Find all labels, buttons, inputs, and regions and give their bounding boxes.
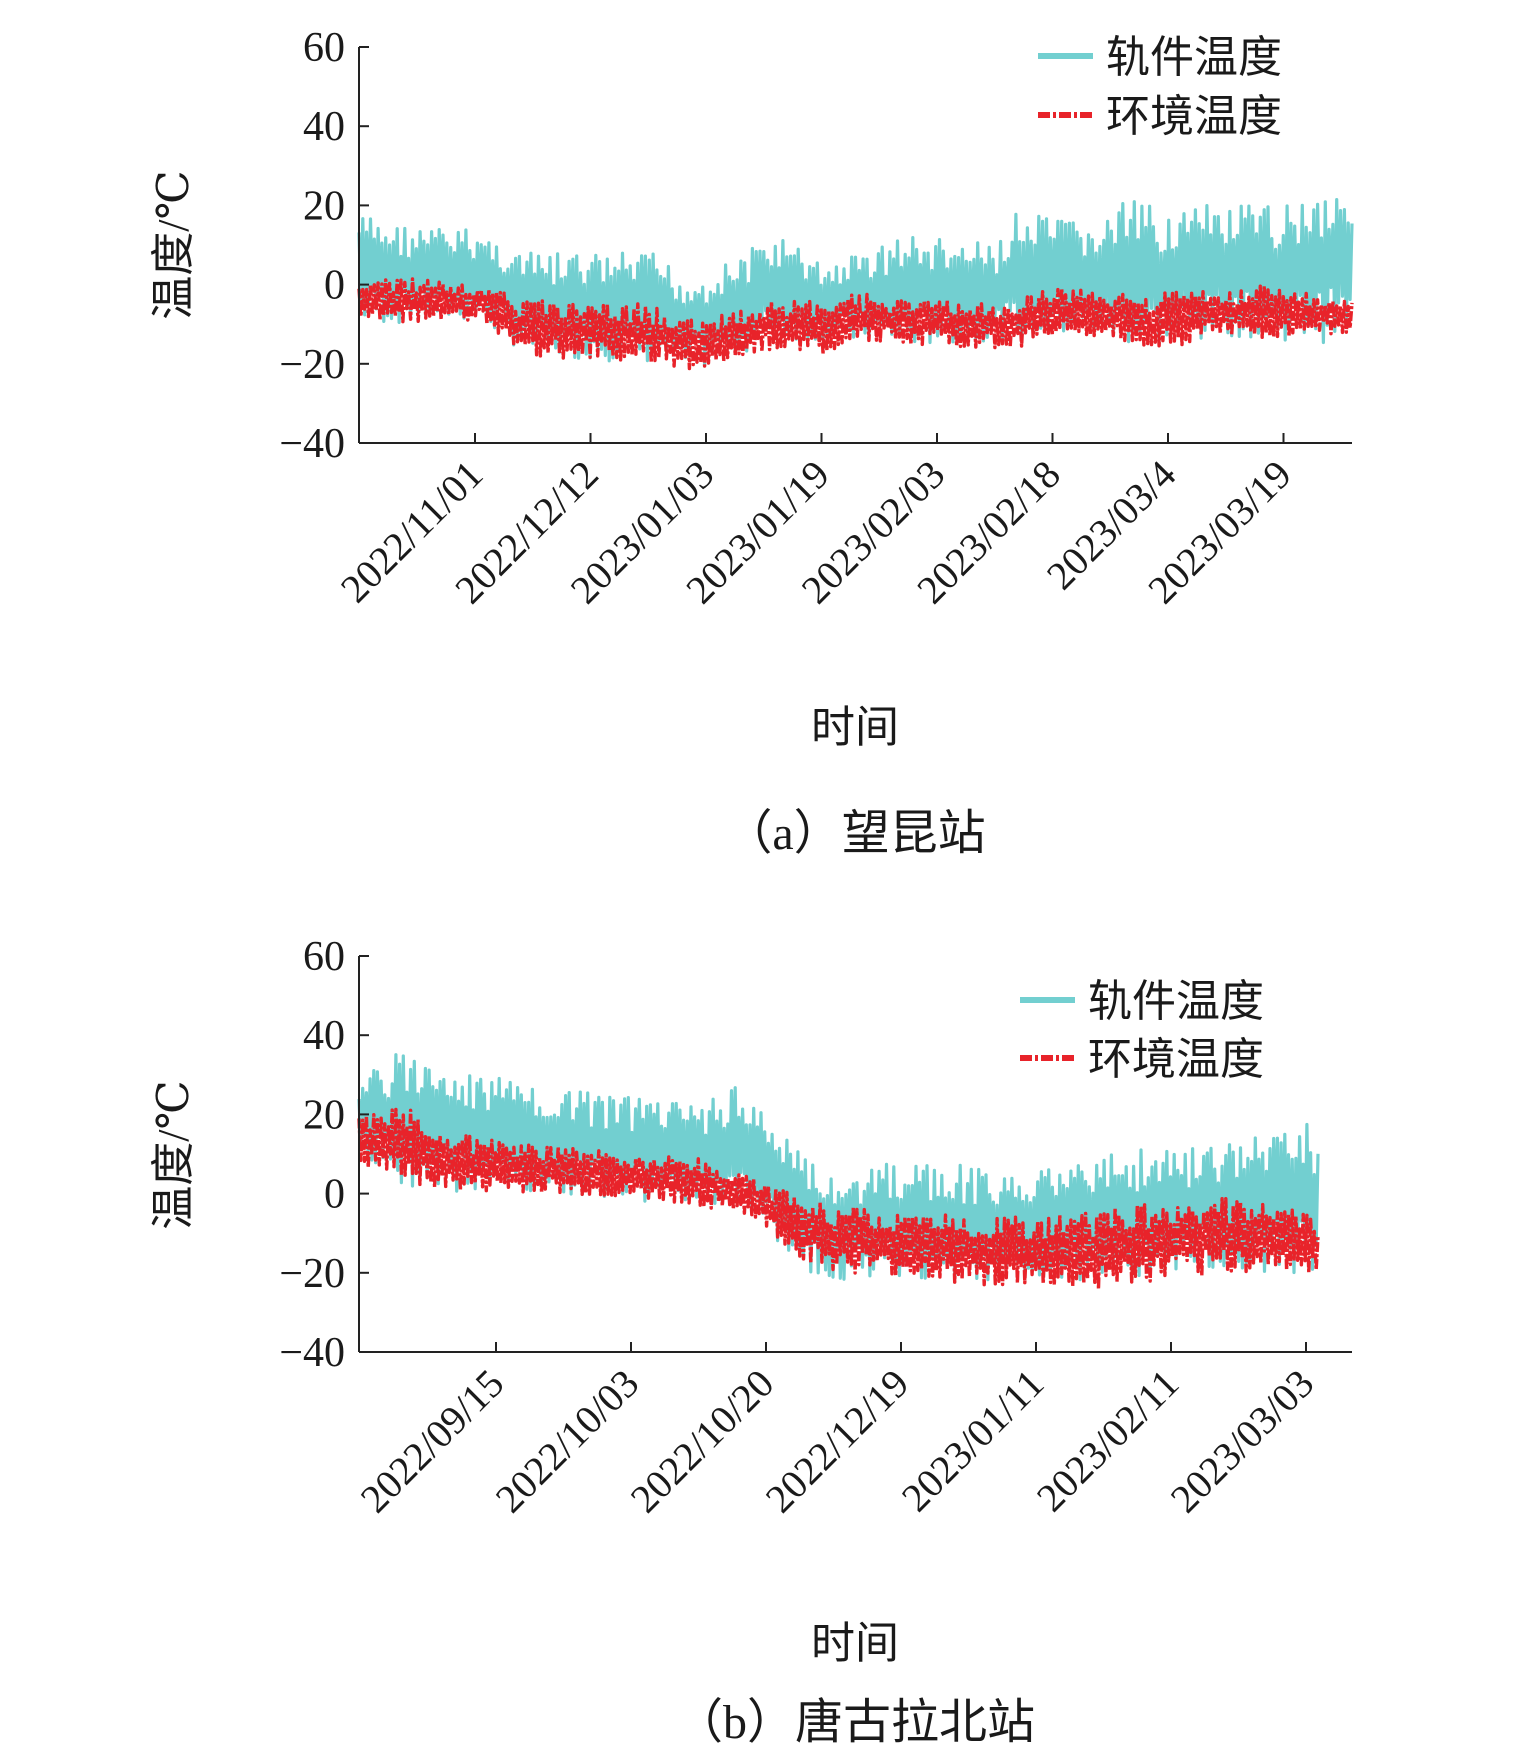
x-tick-label: 2023/01/11	[893, 1361, 1053, 1521]
y-tick-label: 60	[303, 25, 345, 71]
series-ambient-temperature-a	[357, 277, 1354, 371]
y-tick-label: −20	[279, 342, 345, 388]
legend-label-ambient-a: 环境温度	[1106, 92, 1282, 141]
x-ticks-a: 2022/11/012022/12/122023/01/032023/01/19…	[332, 433, 1300, 612]
y-axis-label-a: 温度/℃	[149, 170, 198, 319]
chart-panel-a: 60 40 20 0 −20 −40 2022/11/012022/12/122023/0…	[149, 25, 1354, 860]
x-tick-label: 2022/10/20	[622, 1361, 783, 1522]
y-tick-label: 40	[303, 104, 345, 150]
caption-b: （b）唐古拉北站	[675, 1696, 1035, 1749]
ambient-temperature-line-b	[357, 1107, 1320, 1291]
x-tick-label: 2023/02/11	[1028, 1361, 1188, 1521]
y-ticks-b: 60 40 20 0 −20 −40	[279, 934, 369, 1376]
y-tick-label: 60	[303, 934, 345, 980]
y-tick-label: 0	[324, 1172, 345, 1218]
series-rail-temperature-a	[357, 198, 1354, 366]
x-tick-label: 2022/12/19	[757, 1361, 918, 1522]
y-tick-label: 20	[303, 1092, 345, 1138]
y-tick-label: −20	[279, 1251, 345, 1297]
caption-a: （a）望昆站	[724, 807, 985, 860]
x-axis-label-b: 时间	[811, 1619, 899, 1668]
series-ambient-temperature-b	[357, 1107, 1320, 1291]
y-ticks-a: 60 40 20 0 −20 −40	[279, 25, 369, 467]
legend-a: 轨件温度 环境温度	[1038, 33, 1282, 141]
plot-area-b	[357, 1053, 1320, 1291]
plot-area-a	[357, 198, 1354, 371]
legend-label-ambient-b: 环境温度	[1088, 1035, 1264, 1084]
legend-label-rail-b: 轨件温度	[1088, 977, 1264, 1026]
y-tick-label: 0	[324, 263, 345, 309]
x-axis-label-a: 时间	[811, 703, 899, 752]
x-tick-label: 2022/10/03	[487, 1361, 648, 1522]
ambient-temperature-line-a	[357, 277, 1354, 371]
x-tick-label: 2023/03/03	[1162, 1361, 1323, 1522]
y-tick-label: 40	[303, 1013, 345, 1059]
y-tick-label: 20	[303, 183, 345, 229]
y-tick-label: −40	[279, 421, 345, 467]
legend-b: 轨件温度 环境温度	[1020, 977, 1264, 1084]
x-tick-label: 2022/09/15	[352, 1361, 513, 1522]
y-axis-label-b: 温度/℃	[149, 1080, 198, 1229]
y-tick-label: −40	[279, 1330, 345, 1376]
legend-label-rail-a: 轨件温度	[1106, 33, 1282, 82]
x-ticks-b: 2022/09/152022/10/032022/10/202022/12/19…	[352, 1342, 1323, 1522]
rail-temperature-line-a	[357, 198, 1354, 366]
